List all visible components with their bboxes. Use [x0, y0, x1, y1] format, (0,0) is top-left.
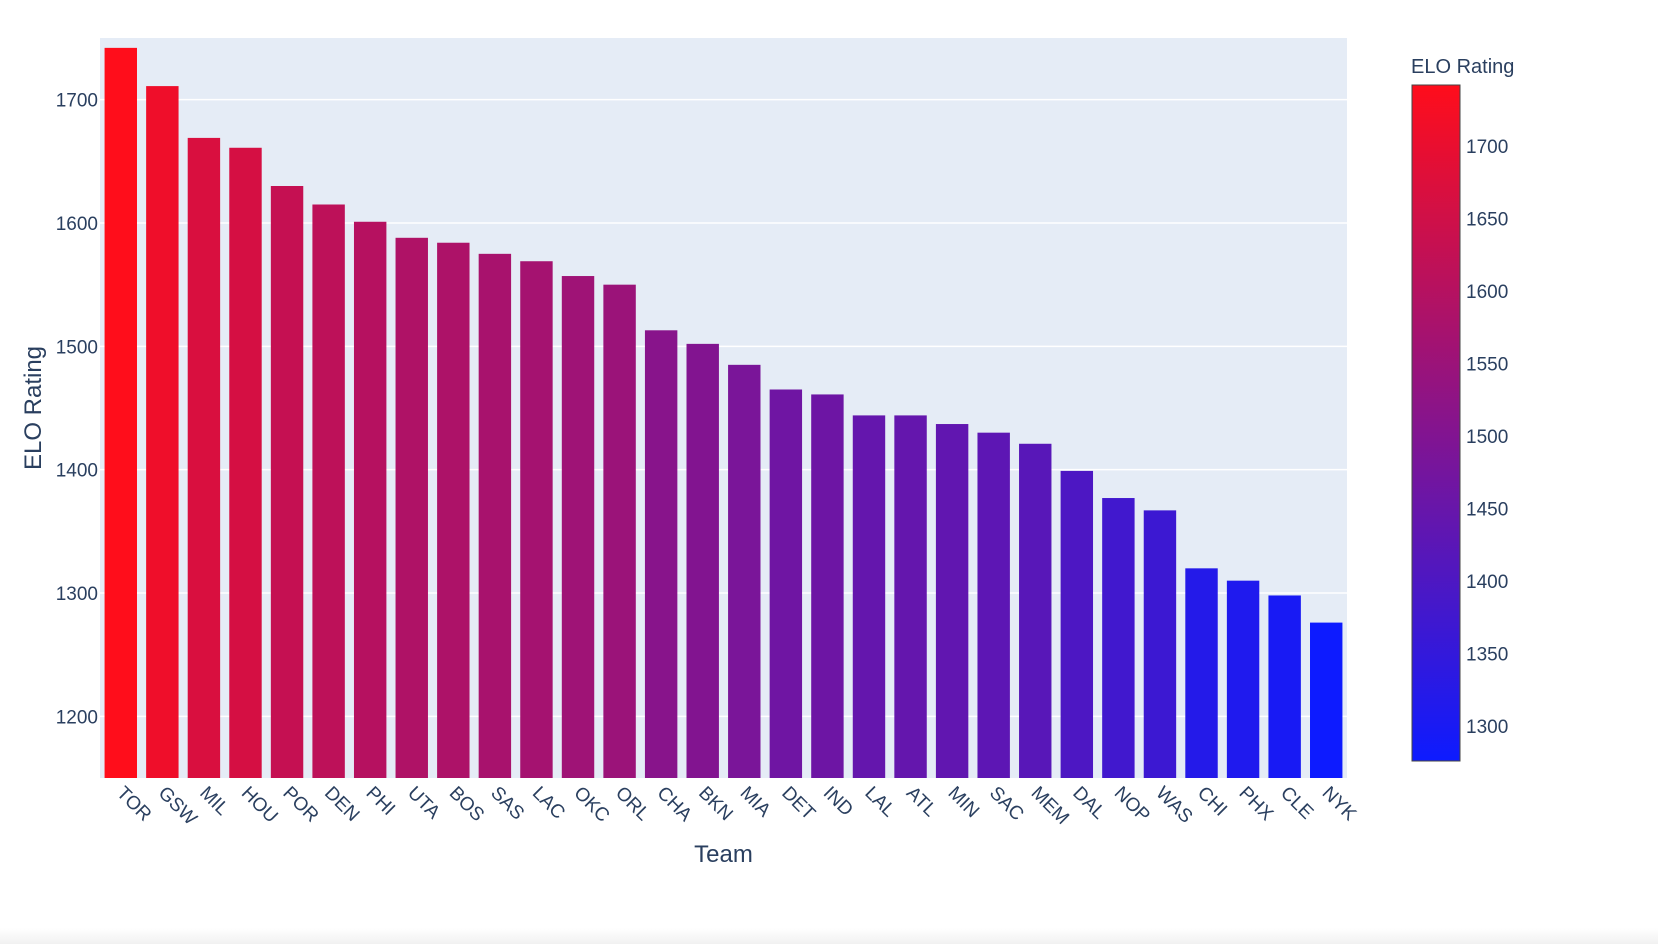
y-axis-ticks: 1200 1300 1400 1500 1600 1700 [56, 91, 98, 729]
x-tick-label: POR [279, 783, 323, 827]
x-tick-label: SAC [985, 783, 1027, 825]
y-axis-title: ELO Rating [20, 346, 47, 470]
bar-lac [520, 261, 553, 778]
x-tick-label: BOS [445, 783, 488, 826]
x-tick-label: CHA [653, 783, 696, 826]
colorbar-title: ELO Rating [1411, 56, 1514, 78]
bar-okc [561, 276, 595, 778]
colorbar-tick-label: 1300 [1466, 717, 1508, 738]
x-tick-label: PHI [362, 783, 399, 820]
bar-hou [229, 147, 262, 778]
x-tick-label: PHX [1235, 783, 1278, 826]
x-tick-label: DAL [1068, 783, 1109, 824]
x-tick-label: ORL [611, 783, 653, 825]
bar-det [769, 389, 803, 778]
x-axis-title: Team [694, 841, 753, 868]
colorbar-tick-label: 1450 [1466, 500, 1508, 521]
bar-was [1143, 510, 1177, 778]
bar-den [312, 204, 345, 778]
bar-cha [644, 330, 678, 778]
x-tick-label: MEM [1027, 783, 1073, 829]
x-tick-label: DET [777, 783, 819, 825]
y-tick-label: 1600 [56, 214, 98, 235]
x-tick-label: WAS [1151, 783, 1196, 828]
x-tick-label: GSW [154, 783, 201, 830]
bar-cle [1268, 595, 1301, 778]
gridlines [100, 98, 1347, 718]
bar-min [935, 424, 969, 778]
x-tick-label: CLE [1276, 783, 1317, 824]
x-tick-label: LAL [860, 783, 899, 822]
colorbar-tick-label: 1350 [1466, 645, 1508, 666]
bar-sac [977, 432, 1010, 778]
y-tick-label: 1700 [56, 91, 98, 112]
bar-chi [1185, 568, 1218, 778]
bar-nop [1102, 498, 1135, 778]
colorbar-tick-label: 1650 [1466, 209, 1508, 230]
bar-orl [603, 284, 636, 778]
x-tick-label: OKC [569, 783, 613, 827]
bar-ind [811, 394, 844, 778]
x-tick-label: TOR [112, 783, 155, 826]
bar-gsw [146, 86, 179, 779]
colorbar-tick-label: 1400 [1466, 572, 1508, 593]
bar-sas [478, 253, 512, 779]
x-tick-label: MIA [736, 783, 775, 822]
colorbar [1411, 84, 1461, 762]
x-tick-label: HOU [237, 783, 282, 828]
x-tick-label: CHI [1193, 783, 1231, 821]
page-footer-strip [0, 928, 1658, 944]
y-tick-label: 1400 [56, 461, 98, 482]
x-tick-label: NOP [1110, 783, 1154, 827]
colorbar-tick-label: 1550 [1466, 355, 1508, 376]
bar-uta [395, 237, 428, 779]
y-tick-label: 1200 [56, 707, 98, 728]
x-tick-label: BKN [694, 783, 736, 825]
bar-lal [852, 415, 886, 778]
bar-dal [1060, 470, 1094, 778]
bar-tor [104, 47, 137, 779]
colorbar-tick-label: 1500 [1466, 427, 1508, 448]
bar-atl [894, 415, 927, 778]
x-tick-label: ATL [902, 783, 940, 821]
bars [104, 47, 1343, 779]
bar-mil [187, 137, 221, 778]
bar-por [270, 186, 304, 778]
x-tick-label: MIN [944, 783, 983, 822]
x-tick-label: UTA [403, 783, 444, 824]
x-tick-label: NYK [1318, 783, 1361, 826]
colorbar-ticks: 1300 1350 1400 1450 1500 1550 1600 1650 1700 [1466, 137, 1508, 738]
bar-mem [1019, 443, 1052, 778]
bar-bkn [686, 343, 719, 778]
x-tick-label: DEN [320, 783, 363, 826]
bar-bos [437, 242, 470, 778]
plot-background [100, 38, 1347, 778]
y-tick-label: 1500 [56, 337, 98, 358]
x-tick-label: IND [819, 783, 857, 821]
x-tick-label: SAS [486, 783, 528, 825]
bar-mia [728, 364, 761, 778]
bar-phx [1226, 580, 1260, 778]
colorbar-tick-label: 1600 [1466, 282, 1508, 303]
bar-nyk [1310, 622, 1343, 778]
y-tick-label: 1300 [56, 584, 98, 605]
x-tick-label: LAC [528, 783, 569, 824]
bar-phi [353, 221, 387, 778]
colorbar-tick-label: 1700 [1466, 137, 1508, 158]
